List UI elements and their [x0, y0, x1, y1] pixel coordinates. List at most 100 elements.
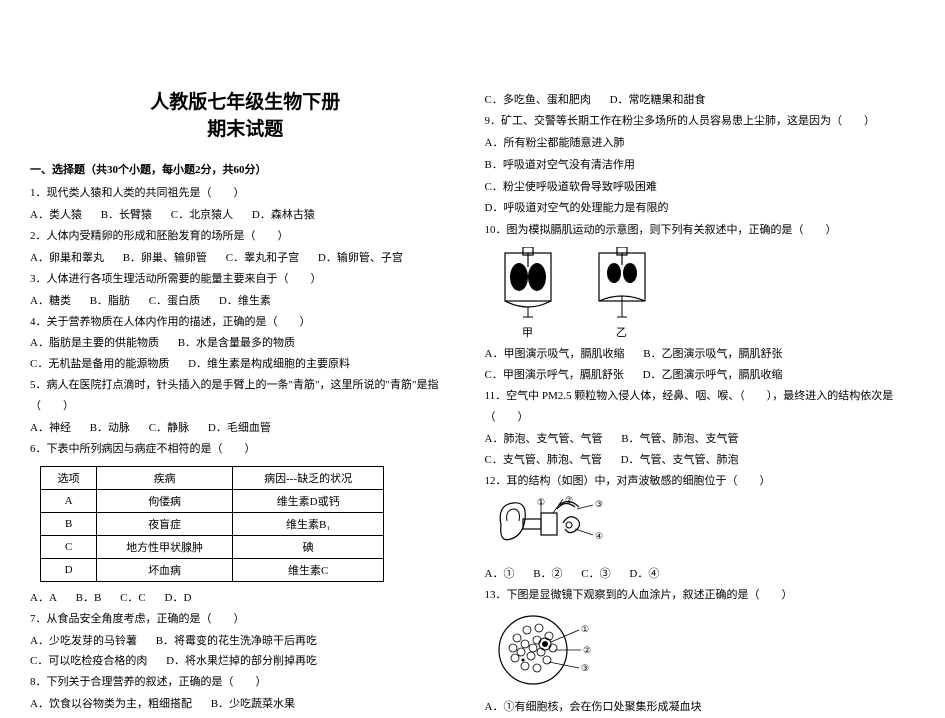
q12-opt-d: D．④ [629, 568, 659, 580]
q10-opts: A．甲图演示吸气，膈肌收缩 B．乙图演示吸气，膈肌舒张 [485, 344, 916, 365]
q6-r1c1: 夜盲症 [97, 512, 233, 535]
title-block: 人教版七年级生物下册 期末试题 [30, 90, 461, 143]
q6-th-1: 疾病 [97, 466, 233, 489]
q13-figure: ① ② ③ [493, 610, 916, 693]
q1-opt-d: D．森林古猿 [252, 209, 315, 221]
q2-opt-c: C．睾丸和子宫 [226, 252, 299, 264]
q10-opt-a: A．甲图演示吸气，膈肌收缩 [485, 348, 625, 360]
q3: 3．人体进行各项生理活动所需要的能量主要来自于（ ） [30, 269, 461, 290]
q1-opt-a: A．类人猿 [30, 209, 82, 221]
q10-opts-2: C．甲图演示呼气，膈肌舒张 D．乙图演示呼气，膈肌收缩 [485, 365, 916, 386]
q6-r3c2: 维生素C [232, 558, 384, 581]
q12-opt-a: A．① [485, 568, 515, 580]
q6-opt-b: B．B [76, 592, 102, 604]
q10-opt-b: B．乙图演示吸气，膈肌舒张 [643, 348, 782, 360]
q10-fig-left: 甲 [493, 247, 563, 340]
q5-opt-a: A．神经 [30, 422, 71, 434]
q3-opts: A．糖类 B．脂肪 C．蛋白质 D．维生素 [30, 291, 461, 312]
q12-opt-c: C．③ [581, 568, 610, 580]
q12-opts: A．① B．② C．③ D．④ [485, 564, 916, 585]
q10: 10．图为模拟膈肌运动的示意图，则下列有关叙述中，正确的是（ ） [485, 220, 916, 241]
q12-opt-b: B．② [533, 568, 562, 580]
q6-th-2: 病因---缺乏的状况 [232, 466, 384, 489]
q8: 8．下列关于合理营养的叙述，正确的是（ ） [30, 672, 461, 693]
q4: 4．关于营养物质在人体内作用的描述，正确的是（ ） [30, 312, 461, 333]
q4-opt-b: B．水是含量最多的物质 [178, 337, 295, 349]
q7-opt-c: C．可以吃检疫合格的肉 [30, 655, 147, 667]
q11-opt-a: A．肺泡、支气管、气管 [485, 433, 603, 445]
q11-opt-c: C．支气管、肺泡、气管 [485, 454, 602, 466]
q12-figure: ① ② ③ ④ [493, 495, 916, 560]
svg-text:②: ② [565, 495, 573, 505]
q4-opt-d: D．维生素是构成细胞的主要原料 [188, 358, 350, 370]
q11-opts-2: C．支气管、肺泡、气管 D．气管、支气管、肺泡 [485, 450, 916, 471]
q10-opt-d: D．乙图演示呼气，膈肌收缩 [643, 369, 783, 381]
q1-opt-c: C．北京猿人 [171, 209, 233, 221]
q9-opt-b: B．呼吸道对空气没有清洁作用 [485, 155, 916, 176]
q1: 1．现代类人猿和人类的共同祖先是（ ） [30, 183, 461, 204]
q6-opts: A．A B．B C．C D．D [30, 588, 461, 609]
main-title-line1: 人教版七年级生物下册 [30, 90, 461, 117]
q9-opt-c: C．粉尘使呼吸道软骨导致呼吸困难 [485, 177, 916, 198]
q6-r2c2: 碘 [232, 535, 384, 558]
q10-opt-c: C．甲图演示呼气，膈肌舒张 [485, 369, 624, 381]
q11-opts: A．肺泡、支气管、气管 B．气管、肺泡、支气管 [485, 429, 916, 450]
q7: 7．从食品安全角度考虑，正确的是（ ） [30, 609, 461, 630]
q4-opts-2: C．无机盐是备用的能源物质 D．维生素是构成细胞的主要原料 [30, 354, 461, 375]
svg-text:③: ③ [595, 499, 603, 509]
q13-opt-a: A．①有细胞核，会在伤口处聚集形成凝血块 [485, 697, 916, 718]
svg-text:①: ① [537, 497, 545, 507]
q7-opt-d: D．将水果烂掉的部分削掉再吃 [166, 655, 317, 667]
svg-text:④: ④ [595, 531, 603, 541]
q3-opt-d: D．维生素 [219, 295, 271, 307]
q7-opt-b: B．将霉变的花生洗净晾干后再吃 [156, 635, 317, 647]
q10-figures: 甲 乙 [493, 247, 916, 340]
q11: 11．空气中 PM2.5 颗粒物入侵人体，经鼻、咽、喉、（ ），最终进入的结构依… [485, 386, 916, 428]
q1-opt-b: B．长臂猿 [101, 209, 152, 221]
q6-r2c0: C [41, 535, 97, 558]
q2-opt-d: D．输卵管、子宫 [318, 252, 403, 264]
q11-opt-b: B．气管、肺泡、支气管 [621, 433, 738, 445]
exam-page: 人教版七年级生物下册 期末试题 一、选择题（共30个小题，每小题2分，共60分）… [0, 0, 945, 669]
q6-r2c1: 地方性甲状腺肿 [97, 535, 233, 558]
section-1-heading: 一、选择题（共30个小题，每小题2分，共60分） [30, 161, 461, 177]
q6-opt-d: D．D [165, 592, 192, 604]
q12: 12．耳的结构（如图）中，对声波敏感的细胞位于（ ） [485, 471, 916, 492]
q6-r0c2: 维生素D或钙 [232, 489, 384, 512]
q4-opt-c: C．无机盐是备用的能源物质 [30, 358, 169, 370]
left-column: 人教版七年级生物下册 期末试题 一、选择题（共30个小题，每小题2分，共60分）… [30, 90, 461, 649]
q8-opt-b: B．少吃蔬菜水果 [211, 698, 295, 710]
q5-opt-b: B．动脉 [90, 422, 130, 434]
q4-opt-a: A．脂肪是主要的供能物质 [30, 337, 159, 349]
main-title-line2: 期末试题 [30, 117, 461, 144]
q9-opt-a: A．所有粉尘都能随意进入肺 [485, 133, 916, 154]
q7-opts-2: C．可以吃检疫合格的肉 D．将水果烂掉的部分削掉再吃 [30, 651, 461, 672]
q10-cap-right: 乙 [587, 324, 657, 340]
q8-opt-a: A．饮食以谷物类为主，粗细搭配 [30, 698, 192, 710]
q5-opt-c: C．静脉 [149, 422, 189, 434]
q2-opts: A．卵巢和睾丸 B．卵巢、输卵管 C．睾丸和子宫 D．输卵管、子宫 [30, 248, 461, 269]
q5-opt-d: D．毛细血管 [208, 422, 271, 434]
q8-opts: A．饮食以谷物类为主，粗细搭配 B．少吃蔬菜水果 [30, 694, 461, 715]
q2-opt-b: B．卵巢、输卵管 [123, 252, 207, 264]
q3-opt-c: C．蛋白质 [149, 295, 200, 307]
q6-r1c0: B [41, 512, 97, 535]
svg-text:②: ② [583, 645, 591, 655]
q8-opt-c: C．多吃鱼、蛋和肥肉 [485, 94, 591, 106]
q2-opt-a: A．卵巢和睾丸 [30, 252, 104, 264]
q6-opt-c: C．C [120, 592, 146, 604]
q2: 2．人体内受精卵的形成和胚胎发育的场所是（ ） [30, 226, 461, 247]
q5: 5．病人在医院打点滴时，针头插入的是手臂上的一条"青筋"，这里所说的"青筋"是指… [30, 375, 461, 417]
q6-r1c2: 维生素B₁ [232, 512, 384, 535]
right-column: C．多吃鱼、蛋和肥肉 D．常吃糖果和甜食 9．矿工、交警等长期工作在粉尘多场所的… [485, 90, 916, 649]
q8-opts-2: C．多吃鱼、蛋和肥肉 D．常吃糖果和甜食 [485, 90, 916, 111]
q6-table: 选项 疾病 病因---缺乏的状况 A 佝偻病 维生素D或钙 B 夜盲症 维生素B… [40, 466, 384, 582]
q7-opt-a: A．少吃发芽的马铃薯 [30, 635, 137, 647]
q3-opt-a: A．糖类 [30, 295, 71, 307]
q9: 9．矿工、交警等长期工作在粉尘多场所的人员容易患上尘肺，这是因为（ ） [485, 111, 916, 132]
q6-r0c0: A [41, 489, 97, 512]
q10-fig-right: 乙 [587, 247, 657, 340]
q8-opt-d: D．常吃糖果和甜食 [610, 94, 706, 106]
q13: 13．下图是显微镜下观察到的人血涂片，叙述正确的是（ ） [485, 585, 916, 606]
q5-opts: A．神经 B．动脉 C．静脉 D．毛细血管 [30, 418, 461, 439]
